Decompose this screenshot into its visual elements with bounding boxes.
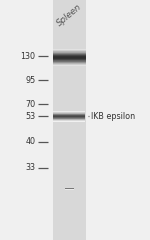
Text: 130: 130 xyxy=(20,52,35,61)
Text: 53: 53 xyxy=(25,112,35,121)
Bar xyxy=(53,114,85,115)
Bar xyxy=(53,121,85,122)
Bar xyxy=(52,51,86,52)
Bar xyxy=(52,56,86,57)
Bar xyxy=(52,61,86,62)
Bar xyxy=(52,59,86,60)
Bar xyxy=(52,64,86,65)
Bar xyxy=(52,55,86,56)
Bar xyxy=(53,119,85,120)
Bar xyxy=(52,59,86,60)
Bar xyxy=(53,111,85,112)
Bar xyxy=(64,188,74,189)
Bar xyxy=(53,112,85,113)
Bar xyxy=(53,118,85,119)
Bar xyxy=(52,60,86,61)
Bar xyxy=(52,65,86,66)
Bar xyxy=(53,120,85,121)
Text: 40: 40 xyxy=(25,137,35,146)
Bar xyxy=(52,50,86,51)
Bar xyxy=(53,121,85,122)
Bar xyxy=(64,187,74,188)
Bar xyxy=(64,187,74,188)
Bar xyxy=(64,189,74,190)
Bar xyxy=(52,56,86,57)
Bar xyxy=(52,0,86,240)
Bar xyxy=(64,189,74,190)
Bar xyxy=(64,187,74,188)
Text: IKB epsilon: IKB epsilon xyxy=(91,112,135,121)
Text: 33: 33 xyxy=(25,163,35,173)
Bar xyxy=(53,117,85,118)
Bar xyxy=(53,119,85,120)
Bar xyxy=(52,55,86,56)
Bar xyxy=(64,189,74,190)
Bar xyxy=(64,188,74,189)
Text: Spleen: Spleen xyxy=(55,2,83,28)
Bar xyxy=(52,57,86,58)
Bar xyxy=(53,113,85,114)
Bar xyxy=(52,61,86,62)
Bar xyxy=(52,64,86,65)
Bar xyxy=(64,188,74,189)
Bar xyxy=(52,53,86,54)
Bar xyxy=(53,116,85,117)
Bar xyxy=(52,49,86,50)
Bar xyxy=(52,58,86,59)
Bar xyxy=(64,188,74,189)
Bar xyxy=(53,115,85,116)
Text: 95: 95 xyxy=(25,76,35,85)
Bar xyxy=(52,50,86,51)
Bar xyxy=(64,189,74,190)
Bar xyxy=(52,51,86,52)
Bar xyxy=(64,187,74,188)
Bar xyxy=(52,63,86,64)
Bar xyxy=(53,118,85,119)
Bar xyxy=(53,112,85,113)
Text: 70: 70 xyxy=(25,100,35,109)
Bar xyxy=(53,111,85,112)
Bar xyxy=(52,60,86,61)
Bar xyxy=(53,116,85,117)
Bar xyxy=(52,62,86,63)
Bar xyxy=(52,54,86,55)
Bar xyxy=(52,52,86,53)
